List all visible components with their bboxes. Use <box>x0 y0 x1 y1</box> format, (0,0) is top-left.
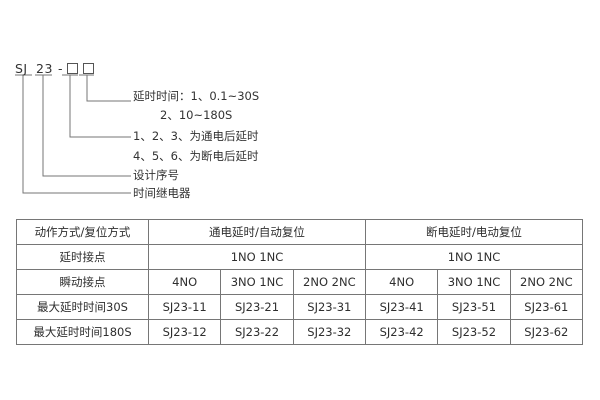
header-group-power-off: 断电延时/电动复位 <box>364 219 584 245</box>
model-code-placeholder-1-box <box>67 63 78 74</box>
model-code-separator: - <box>58 61 64 76</box>
model-code-series: 23 <box>36 61 53 76</box>
table-cell: 4NO <box>364 269 439 295</box>
leader-relay-name <box>22 75 131 194</box>
cell-delay-contact-power-on: 1NO 1NC <box>148 244 366 270</box>
legend-delay-time-line2: 2、10~180S <box>160 108 233 122</box>
table-cell: 4NO <box>147 269 222 295</box>
header-mode-label: 动作方式/复位方式 <box>16 219 149 245</box>
table-cell: SJ23-51 <box>437 294 511 320</box>
table-row: 瞬动接点 4NO 3NO 1NC 2NO 2NC 4NO 3NO 1NC 2NO… <box>16 269 584 295</box>
specification-table: 动作方式/复位方式 通电延时/自动复位 断电延时/电动复位 延时接点 1NO 1… <box>16 219 584 345</box>
table-cell: 3NO 1NC <box>220 269 294 295</box>
legend-delay-time-line1: 延时时间：1、0.1~30S <box>133 89 260 103</box>
code-breakdown-diagram: SJ 23 - 延时时间：1、0.1~30S 2、10~180S 1、2、3、为… <box>15 61 260 200</box>
legend-relay-name: 时间继电器 <box>133 186 191 200</box>
specification-table-container: 动作方式/复位方式 通电延时/自动复位 断电延时/电动复位 延时接点 1NO 1… <box>16 219 584 345</box>
row-label-delay-contact: 延时接点 <box>16 244 149 270</box>
row-label-max-delay-180s: 最大延时时间180S <box>16 319 149 345</box>
model-code-prefix: SJ <box>15 61 28 76</box>
table-cell: SJ23-41 <box>364 294 439 320</box>
legend-power-on-delay: 1、2、3、为通电后延时 <box>133 129 259 143</box>
leader-power-on <box>69 75 131 138</box>
legend-power-off-delay: 4、5、6、为断电后延时 <box>133 149 259 163</box>
table-cell: SJ23-22 <box>220 319 294 345</box>
table-cell: 3NO 1NC <box>437 269 511 295</box>
table-cell: SJ23-61 <box>509 294 584 320</box>
leader-design-number <box>42 75 131 177</box>
row-label-instant-contact: 瞬动接点 <box>16 269 149 295</box>
header-group-power-on: 通电延时/自动复位 <box>148 219 366 245</box>
cell-delay-contact-power-off: 1NO 1NC <box>364 244 584 270</box>
leader-delay-time <box>86 75 131 102</box>
table-cell: SJ23-32 <box>292 319 366 345</box>
table-cell: 2NO 2NC <box>509 269 584 295</box>
table-cell: SJ23-21 <box>220 294 294 320</box>
table-row: 最大延时时间180S SJ23-12 SJ23-22 SJ23-32 SJ23-… <box>16 319 584 345</box>
leader-lines-svg <box>15 74 131 194</box>
table-cell: SJ23-52 <box>437 319 511 345</box>
table-row: 最大延时时间30S SJ23-11 SJ23-21 SJ23-31 SJ23-4… <box>16 294 584 320</box>
table-cell: SJ23-42 <box>364 319 439 345</box>
table-row: 延时接点 1NO 1NC 1NO 1NC <box>16 244 584 270</box>
model-code-placeholder-2-box <box>83 63 94 74</box>
table-header-row: 动作方式/复位方式 通电延时/自动复位 断电延时/电动复位 <box>16 219 584 245</box>
table-cell: SJ23-31 <box>292 294 366 320</box>
table-cell: 2NO 2NC <box>292 269 366 295</box>
row-label-max-delay-30s: 最大延时时间30S <box>16 294 149 320</box>
table-cell: SJ23-62 <box>509 319 584 345</box>
legend-design-number: 设计序号 <box>133 168 179 182</box>
table-cell: SJ23-12 <box>147 319 222 345</box>
table-cell: SJ23-11 <box>147 294 222 320</box>
